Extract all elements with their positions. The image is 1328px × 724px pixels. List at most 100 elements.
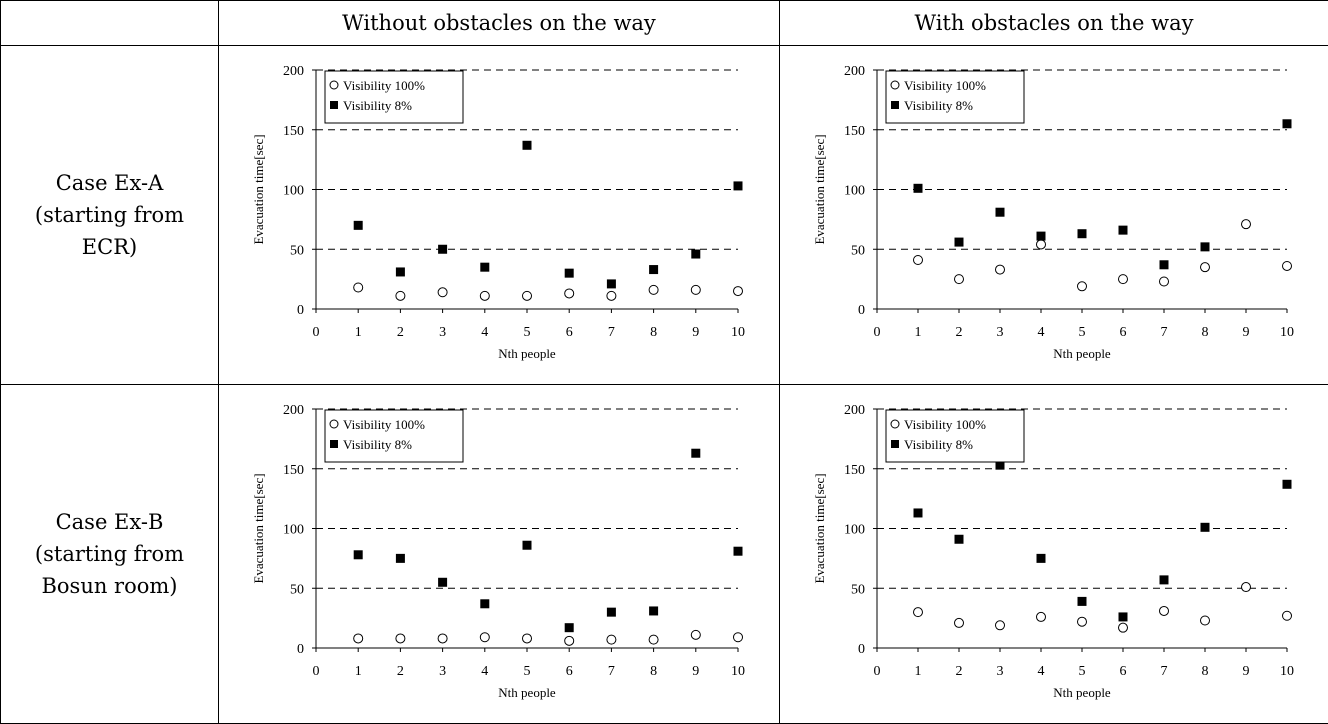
data-point-visibility-100 [1119, 275, 1128, 284]
x-tick-label: 4 [481, 325, 488, 340]
x-tick-label: 5 [1079, 664, 1086, 679]
data-point-visibility-100 [1160, 277, 1169, 286]
x-tick-label: 10 [731, 325, 745, 340]
data-point-visibility-100 [523, 291, 532, 300]
x-tick-label: 1 [355, 664, 362, 679]
row-header-case-ex-b: Case Ex-B (starting from Bosun room) [1, 385, 219, 724]
x-tick-label: 2 [956, 325, 963, 340]
data-point-visibility-100 [691, 285, 700, 294]
data-point-visibility-100 [565, 289, 574, 298]
data-point-visibility-100 [1201, 263, 1210, 272]
data-point-visibility-100 [1201, 616, 1210, 625]
x-tick-label: 10 [1280, 325, 1294, 340]
corner-cell [1, 1, 219, 46]
y-tick-label: 50 [290, 243, 304, 258]
x-axis-label: Nth people [1053, 346, 1111, 361]
data-point-visibility-100 [734, 633, 743, 642]
x-tick-label: 2 [956, 664, 963, 679]
x-tick-label: 3 [997, 664, 1004, 679]
x-tick-label: 8 [1202, 664, 1209, 679]
data-point-visibility-100 [1078, 282, 1087, 291]
y-tick-label: 150 [283, 124, 304, 139]
legend-label: Visibility 8% [904, 437, 973, 452]
data-point-visibility-100 [1242, 583, 1251, 592]
x-tick-label: 0 [313, 325, 320, 340]
data-point-visibility-100 [354, 634, 363, 643]
y-axis-label: Evacuation time[sec] [251, 134, 266, 244]
data-point-visibility-100 [955, 275, 964, 284]
data-point-visibility-100 [649, 635, 658, 644]
x-tick-label: 1 [915, 325, 922, 340]
data-point-visibility-100 [396, 634, 405, 643]
legend-marker-open-circle [330, 420, 338, 428]
data-point-visibility-8 [649, 606, 658, 615]
row-header-line: Case Ex-A [1, 167, 218, 199]
x-tick-label: 9 [1243, 325, 1250, 340]
data-point-visibility-100 [1037, 240, 1046, 249]
data-point-visibility-8 [1283, 480, 1292, 489]
data-point-visibility-8 [1201, 242, 1210, 251]
data-point-visibility-100 [691, 630, 700, 639]
row-header-case-ex-a: Case Ex-A (starting from ECR) [1, 46, 219, 385]
legend-label: Visibility 8% [904, 98, 973, 113]
x-axis-label: Nth people [1053, 685, 1111, 700]
x-tick-label: 5 [1079, 325, 1086, 340]
y-tick-label: 50 [851, 243, 865, 258]
data-point-visibility-8 [955, 238, 964, 247]
data-point-visibility-8 [607, 279, 616, 288]
y-tick-label: 150 [844, 463, 865, 478]
y-tick-label: 100 [844, 523, 865, 538]
x-tick-label: 7 [1161, 664, 1168, 679]
x-tick-label: 6 [566, 664, 573, 679]
y-tick-label: 0 [858, 303, 865, 318]
data-point-visibility-100 [1160, 606, 1169, 615]
data-point-visibility-100 [565, 636, 574, 645]
x-tick-label: 7 [608, 664, 615, 679]
legend-label: Visibility 8% [343, 437, 412, 452]
data-point-visibility-8 [1160, 575, 1169, 584]
x-tick-label: 2 [397, 325, 404, 340]
legend-marker-filled-square [891, 440, 899, 448]
data-point-visibility-8 [914, 508, 923, 517]
data-point-visibility-8 [691, 449, 700, 458]
y-tick-label: 100 [283, 523, 304, 538]
y-tick-label: 200 [844, 403, 865, 418]
legend-marker-filled-square [891, 101, 899, 109]
data-point-visibility-8 [607, 608, 616, 617]
data-point-visibility-100 [438, 634, 447, 643]
data-point-visibility-8 [1119, 226, 1128, 235]
x-tick-label: 0 [313, 664, 320, 679]
legend-marker-filled-square [330, 101, 338, 109]
legend-label: Visibility 100% [343, 417, 425, 432]
y-tick-label: 0 [297, 303, 304, 318]
data-point-visibility-8 [396, 554, 405, 563]
legend-label: Visibility 100% [343, 78, 425, 93]
data-point-visibility-100 [480, 633, 489, 642]
data-point-visibility-100 [1242, 220, 1251, 229]
data-point-visibility-8 [523, 141, 532, 150]
x-tick-label: 3 [439, 664, 446, 679]
x-tick-label: 9 [1243, 664, 1250, 679]
y-tick-label: 0 [297, 642, 304, 657]
x-tick-label: 4 [481, 664, 488, 679]
row-header-line: Case Ex-B [1, 506, 218, 538]
data-point-visibility-8 [354, 221, 363, 230]
data-point-visibility-100 [996, 621, 1005, 630]
y-tick-label: 150 [283, 463, 304, 478]
x-tick-label: 3 [439, 325, 446, 340]
data-point-visibility-100 [734, 287, 743, 296]
data-point-visibility-8 [1078, 597, 1087, 606]
data-point-visibility-100 [955, 618, 964, 627]
data-point-visibility-100 [914, 256, 923, 265]
y-axis-label: Evacuation time[sec] [812, 473, 827, 583]
data-point-visibility-8 [523, 541, 532, 550]
data-point-visibility-100 [480, 291, 489, 300]
legend-marker-open-circle [891, 81, 899, 89]
